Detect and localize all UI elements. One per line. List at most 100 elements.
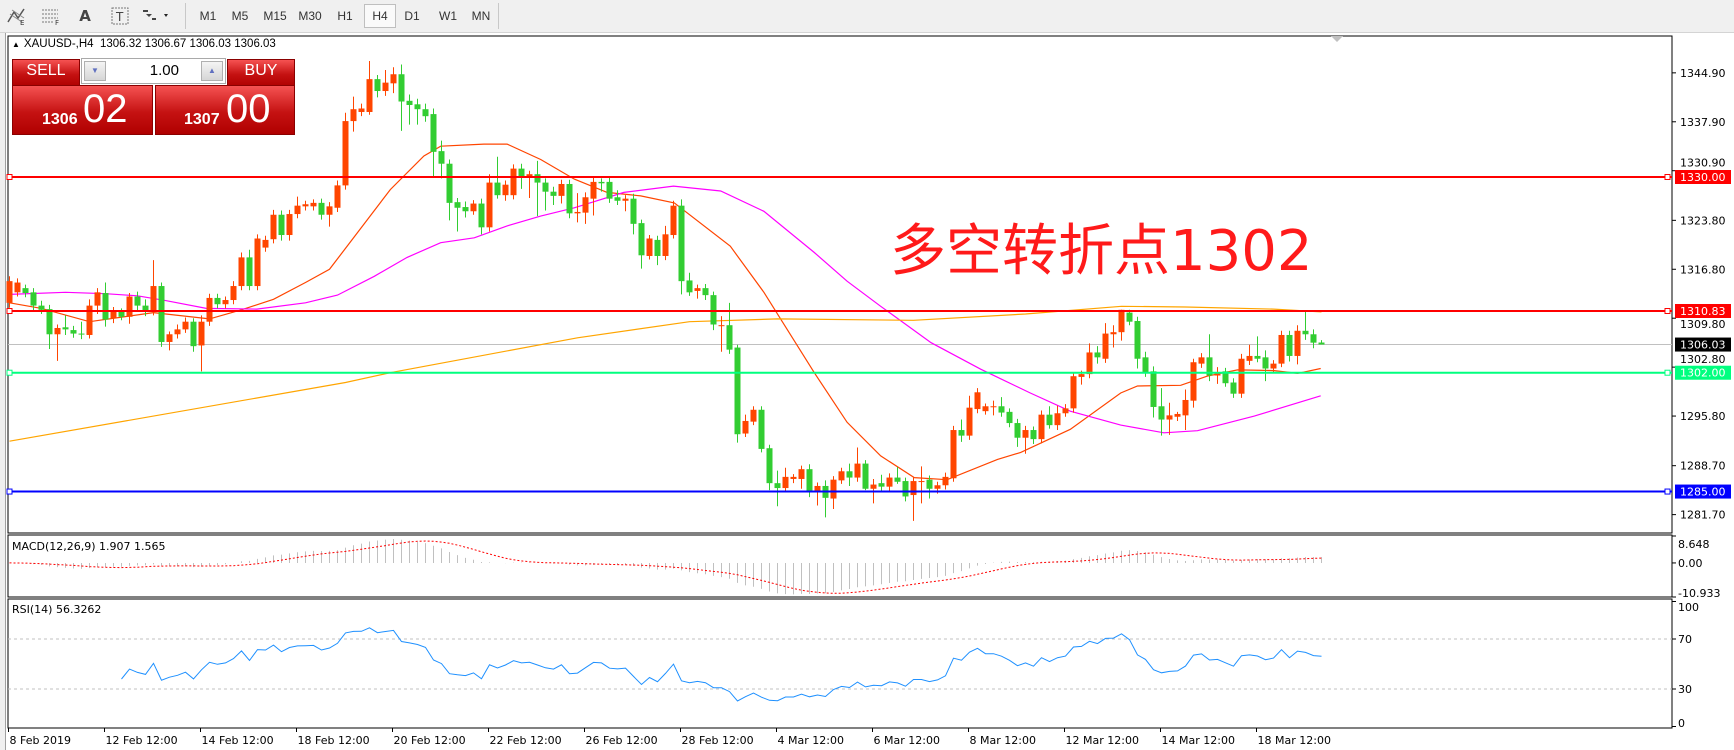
candle-body — [750, 409, 757, 422]
macd-panel — [7, 534, 1673, 598]
candle — [1190, 358, 1197, 408]
candle-body — [1222, 371, 1229, 384]
lot-decrease-button[interactable]: ▼ — [84, 61, 106, 81]
candle-body — [478, 203, 485, 228]
candle-body — [1310, 334, 1317, 343]
candle — [654, 235, 661, 266]
candle — [998, 397, 1005, 417]
candle-body — [438, 151, 445, 164]
candle-body — [1014, 423, 1021, 438]
text-icon[interactable]: A — [79, 7, 91, 25]
candle-body — [622, 198, 629, 201]
level-price-label: 1330.00 — [1680, 171, 1726, 184]
candle-body — [142, 305, 149, 312]
buy-price-small: 1307 — [184, 111, 220, 128]
candle-body — [718, 325, 725, 327]
candle — [990, 400, 997, 416]
candle-body — [1190, 362, 1197, 401]
candle — [166, 331, 173, 351]
candle — [438, 140, 445, 179]
candle-body — [782, 476, 789, 489]
candle-body — [1022, 430, 1029, 438]
lot-size-input[interactable]: 1.00 — [149, 62, 179, 79]
collapse-triangle-icon[interactable]: ▲ — [12, 40, 20, 49]
candle-body — [1006, 411, 1013, 424]
time-label: 12 Mar 12:00 — [1066, 734, 1139, 747]
sell-button[interactable]: SELL — [12, 59, 80, 86]
candle — [1166, 402, 1173, 435]
lot-increase-button[interactable]: ▲ — [201, 61, 223, 81]
candle-body — [774, 483, 781, 489]
candle — [62, 315, 69, 335]
timeframe-w1[interactable]: W1 — [439, 9, 457, 23]
candle — [398, 64, 405, 131]
candle — [78, 321, 85, 340]
arrows-icon[interactable] — [140, 4, 174, 28]
elliott-wave-icon[interactable]: E — [4, 4, 30, 28]
candle — [982, 403, 989, 415]
candle-body — [366, 79, 373, 112]
candle-body — [1070, 376, 1077, 409]
candle-body — [1054, 413, 1061, 426]
level-price-tag — [1675, 303, 1731, 318]
toolbar: E F A T M1 M5 M15 M30 H1 H4 D1 W1 MN — [0, 0, 1734, 33]
candle-body — [470, 203, 477, 212]
candle — [502, 180, 509, 201]
timeframe-m1[interactable]: M1 — [199, 9, 217, 23]
candle-body — [910, 481, 917, 496]
candle-body — [1302, 330, 1309, 335]
timeframe-mn[interactable]: MN — [471, 9, 491, 23]
candle-body — [214, 297, 221, 305]
buy-button[interactable]: BUY — [227, 59, 295, 86]
candle-body — [1206, 357, 1213, 376]
time-label: 12 Feb 12:00 — [106, 734, 178, 747]
candle — [150, 260, 157, 316]
candle-body — [662, 234, 669, 256]
timeframe-h4[interactable]: H4 — [364, 4, 396, 28]
candle-body — [30, 292, 37, 306]
candle-body — [398, 74, 405, 102]
candle-body — [1046, 414, 1053, 426]
level-price-tag — [1675, 484, 1731, 499]
candle-body — [566, 183, 573, 214]
price-tick-label: 1316.80 — [1680, 263, 1726, 276]
price-tick-label: 1337.90 — [1680, 116, 1726, 129]
fibonacci-icon[interactable]: F — [38, 4, 64, 28]
candle-body — [462, 207, 469, 212]
timeframe-m15[interactable]: M15 — [263, 9, 287, 23]
timeframe-d1[interactable]: D1 — [404, 9, 420, 23]
rsi-panel — [7, 598, 1673, 729]
candle-body — [446, 163, 453, 203]
candle — [646, 235, 653, 260]
candle — [358, 103, 365, 117]
candle — [854, 447, 861, 482]
level-price-label: 1302.00 — [1680, 367, 1726, 380]
candle — [558, 179, 565, 204]
candle — [390, 67, 397, 94]
timeframe-m5[interactable]: M5 — [231, 9, 249, 23]
candle — [582, 192, 589, 224]
buy-price-button[interactable]: 1307 00 — [155, 85, 295, 135]
candle-body — [1278, 334, 1285, 364]
macd-tick-label: 8.648 — [1678, 538, 1710, 551]
candle — [1038, 410, 1045, 444]
timeframe-h1[interactable]: H1 — [337, 9, 353, 23]
candle-body — [510, 168, 517, 196]
lot-size-stepper[interactable]: ▼ 1.00 ▲ — [81, 58, 226, 84]
toolbar-separator — [498, 3, 499, 29]
candle-body — [1038, 414, 1045, 440]
text-label-icon[interactable]: T — [107, 4, 133, 28]
candle-body — [806, 469, 813, 491]
candle-body — [638, 223, 645, 256]
candle — [198, 315, 205, 372]
candle-body — [1230, 382, 1237, 394]
candle-body — [54, 327, 61, 335]
timeframe-m30[interactable]: M30 — [298, 9, 322, 23]
candle — [590, 177, 597, 216]
candle — [1182, 389, 1189, 431]
candle — [814, 482, 821, 506]
sell-price-button[interactable]: 1306 02 — [12, 85, 153, 135]
buy-price-big: 00 — [226, 87, 271, 131]
candle — [222, 296, 229, 309]
